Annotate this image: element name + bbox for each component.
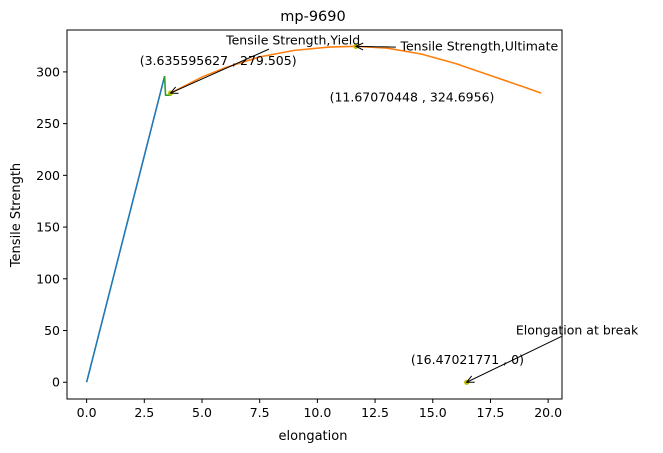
axes: 0.0 2.5 5.0 7.5 10.0 12.5 15.0 17.5 20.0 0 50 100 15…	[36, 29, 563, 420]
annotation-point-label: (16.47021771 , 0)	[411, 352, 524, 367]
x-tick-label: 0.0	[77, 405, 97, 420]
x-tick-label: 12.5	[361, 405, 389, 420]
x-tick-label: 10.0	[303, 405, 331, 420]
annotation-label: Tensile Strength,Yield	[225, 32, 360, 47]
series-line-1	[85, 75, 166, 383]
annotation-label: Elongation at break	[516, 323, 639, 338]
chart-title: mp-9690	[280, 9, 345, 25]
annotation-point-label: (3.635595627 , 279.505)	[140, 53, 297, 68]
x-axis-label: elongation	[279, 429, 348, 444]
annotation-point-label: (11.67070448 , 324.6956)	[330, 89, 495, 104]
annotation-label: Tensile Strength,Ultimate	[399, 39, 558, 54]
annotation-arrowhead	[354, 42, 364, 51]
annotation-arrowhead	[169, 86, 179, 94]
y-tick-label: 150	[36, 220, 60, 235]
y-tick-label: 250	[36, 116, 60, 131]
x-tick-label: 7.5	[250, 405, 270, 420]
y-tick-label: 100	[36, 271, 60, 286]
y-tick-label: 0	[52, 375, 60, 390]
x-tick-label: 20.0	[534, 405, 562, 420]
x-tick-label: 5.0	[192, 405, 212, 420]
annotation-arrow-line	[466, 335, 563, 383]
x-tick-label: 2.5	[134, 405, 154, 420]
axes-frame	[66, 29, 563, 400]
x-tick-label: 17.5	[477, 405, 505, 420]
annotation-arrow-line	[355, 45, 396, 48]
y-tick-label: 300	[36, 64, 60, 79]
y-axis-label: Tensile Strength	[9, 163, 24, 268]
annotation-arrowhead	[465, 375, 475, 383]
annotation-arrow-line	[170, 48, 270, 94]
y-tick-label: 50	[44, 323, 60, 338]
x-tick-label: 15.0	[419, 405, 447, 420]
annotations: Tensile Strength,Yield (3.635595627 , 279…	[140, 32, 639, 383]
y-tick-label: 200	[36, 168, 60, 183]
